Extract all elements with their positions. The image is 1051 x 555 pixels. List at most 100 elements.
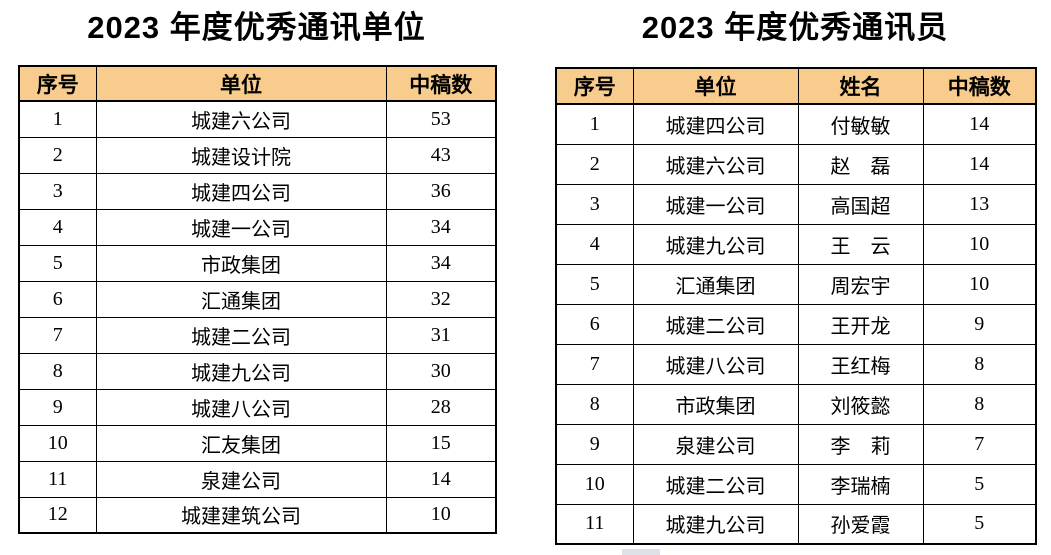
table-cell: 5: [922, 463, 1037, 505]
table-cell: 王开龙: [797, 303, 924, 345]
table-row: 1 城建六公司 53: [18, 100, 497, 138]
table-cell: 汇通集团: [95, 280, 387, 318]
partial-element-bottom-edge: [622, 549, 660, 555]
table-cell: 28: [385, 388, 497, 426]
table-cell: 53: [385, 100, 497, 138]
table-row: 1 城建四公司 付敏敏 14: [555, 103, 1037, 145]
column-header: 中稿数: [385, 65, 497, 102]
table-cell: 王 云: [797, 223, 924, 265]
table-cell: 城建一公司: [632, 183, 799, 225]
table-cell: 10: [555, 463, 634, 505]
table-row: 9 城建八公司 28: [18, 388, 497, 426]
table-cell: 城建设计院: [95, 136, 387, 174]
table-cell: 2: [555, 143, 634, 185]
units-panel: 2023 年度优秀通讯单位 序号 单位 中稿数 1 城建六公司 53 2 城建设计院 43 3 城…: [18, 0, 497, 555]
table-row: 10 汇友集团 15: [18, 424, 497, 462]
table-cell: 6: [555, 303, 634, 345]
column-header: 单位: [632, 67, 799, 105]
table-cell: 城建四公司: [632, 103, 799, 145]
column-header: 单位: [95, 65, 387, 102]
table-row: 8 城建九公司 30: [18, 352, 497, 390]
table-cell: 2: [18, 136, 97, 174]
table-cell: 7: [555, 343, 634, 385]
table-row: 4 城建九公司王 云 10: [555, 223, 1037, 265]
table-cell: 36: [385, 172, 497, 210]
table-cell: 14: [385, 460, 497, 498]
table-row: 6 汇通集团 32: [18, 280, 497, 318]
table-cell: 1: [18, 100, 97, 138]
table-cell: 泉建公司: [632, 423, 799, 465]
table-cell: 城建八公司: [632, 343, 799, 385]
table-cell: 城建八公司: [95, 388, 387, 426]
table-cell: 13: [922, 183, 1037, 225]
table-cell: 15: [385, 424, 497, 462]
table-cell: 付敏敏: [797, 103, 924, 145]
table-cell: 30: [385, 352, 497, 390]
table-cell: 城建二公司: [95, 316, 387, 354]
table-cell: 5: [922, 503, 1037, 545]
table-cell: 9: [555, 423, 634, 465]
table-row: 7 城建二公司 31: [18, 316, 497, 354]
table-cell: 4: [555, 223, 634, 265]
table-cell: 9: [18, 388, 97, 426]
table-cell: 14: [922, 143, 1037, 185]
correspondents-table-body: 1 城建四公司 付敏敏 14 2 城建六公司赵 磊 14 3 城建一公司 高国超 13 4 城建九公司王…: [555, 103, 1037, 545]
table-row: 7 城建八公司 王红梅 8: [555, 343, 1037, 385]
table-cell: 城建四公司: [95, 172, 387, 210]
table-cell: 3: [555, 183, 634, 225]
units-table-body: 1 城建六公司 53 2 城建设计院 43 3 城建四公司 36 4 城建一公司 34 5 市政集团 34 6…: [18, 100, 497, 534]
table-cell: 城建九公司: [95, 352, 387, 390]
table-cell: 城建建筑公司: [95, 496, 387, 534]
table-cell: 城建二公司: [632, 463, 799, 505]
table-row: 3 城建一公司 高国超 13: [555, 183, 1037, 225]
table-cell: 4: [18, 208, 97, 246]
table-row: 3 城建四公司 36: [18, 172, 497, 210]
table-cell: 11: [555, 503, 634, 545]
table-row: 2 城建设计院 43: [18, 136, 497, 174]
table-row: 6 城建二公司 王开龙 9: [555, 303, 1037, 345]
table-cell: 王红梅: [797, 343, 924, 385]
correspondents-table: 序号 单位 姓名 中稿数 1 城建四公司 付敏敏 14 2 城建六公司赵 磊 14 3 城建一公司 高国…: [555, 67, 1037, 545]
units-table-title: 2023 年度优秀通讯单位: [87, 10, 426, 45]
table-cell: 李 莉: [797, 423, 924, 465]
table-cell: 城建九公司: [632, 503, 799, 545]
table-row: 11 城建九公司 孙爱霞 5: [555, 503, 1037, 545]
correspondents-table-header: 序号 单位 姓名 中稿数: [555, 67, 1037, 105]
table-cell: 市政集团: [95, 244, 387, 282]
table-cell: 市政集团: [632, 383, 799, 425]
table-cell: 汇通集团: [632, 263, 799, 305]
table-cell: 5: [555, 263, 634, 305]
table-row: 11 泉建公司 14: [18, 460, 497, 498]
table-cell: 1: [555, 103, 634, 145]
table-row: 2 城建六公司赵 磊 14: [555, 143, 1037, 185]
table-cell: 6: [18, 280, 97, 318]
table-cell: 赵 磊: [797, 143, 924, 185]
table-row: 8 市政集团 刘筱懿 8: [555, 383, 1037, 425]
table-cell: 14: [922, 103, 1037, 145]
header-row: 序号 单位 姓名 中稿数: [555, 67, 1037, 105]
table-row: 4 城建一公司 34: [18, 208, 497, 246]
table-cell: 8: [555, 383, 634, 425]
table-cell: 10: [922, 223, 1037, 265]
table-row: 5 市政集团 34: [18, 244, 497, 282]
table-cell: 8: [922, 383, 1037, 425]
table-cell: 32: [385, 280, 497, 318]
table-cell: 刘筱懿: [797, 383, 924, 425]
units-table-header: 序号 单位 中稿数: [18, 65, 497, 102]
table-cell: 12: [18, 496, 97, 534]
table-cell: 周宏宇: [797, 263, 924, 305]
table-cell: 11: [18, 460, 97, 498]
table-row: 12 城建建筑公司 10: [18, 496, 497, 534]
table-cell: 34: [385, 208, 497, 246]
table-cell: 李瑞楠: [797, 463, 924, 505]
table-cell: 10: [18, 424, 97, 462]
table-cell: 34: [385, 244, 497, 282]
table-cell: 城建六公司: [95, 100, 387, 138]
header-row: 序号 单位 中稿数: [18, 65, 497, 102]
table-row: 10 城建二公司 李瑞楠 5: [555, 463, 1037, 505]
table-cell: 8: [922, 343, 1037, 385]
table-cell: 泉建公司: [95, 460, 387, 498]
table-cell: 7: [18, 316, 97, 354]
table-cell: 43: [385, 136, 497, 174]
